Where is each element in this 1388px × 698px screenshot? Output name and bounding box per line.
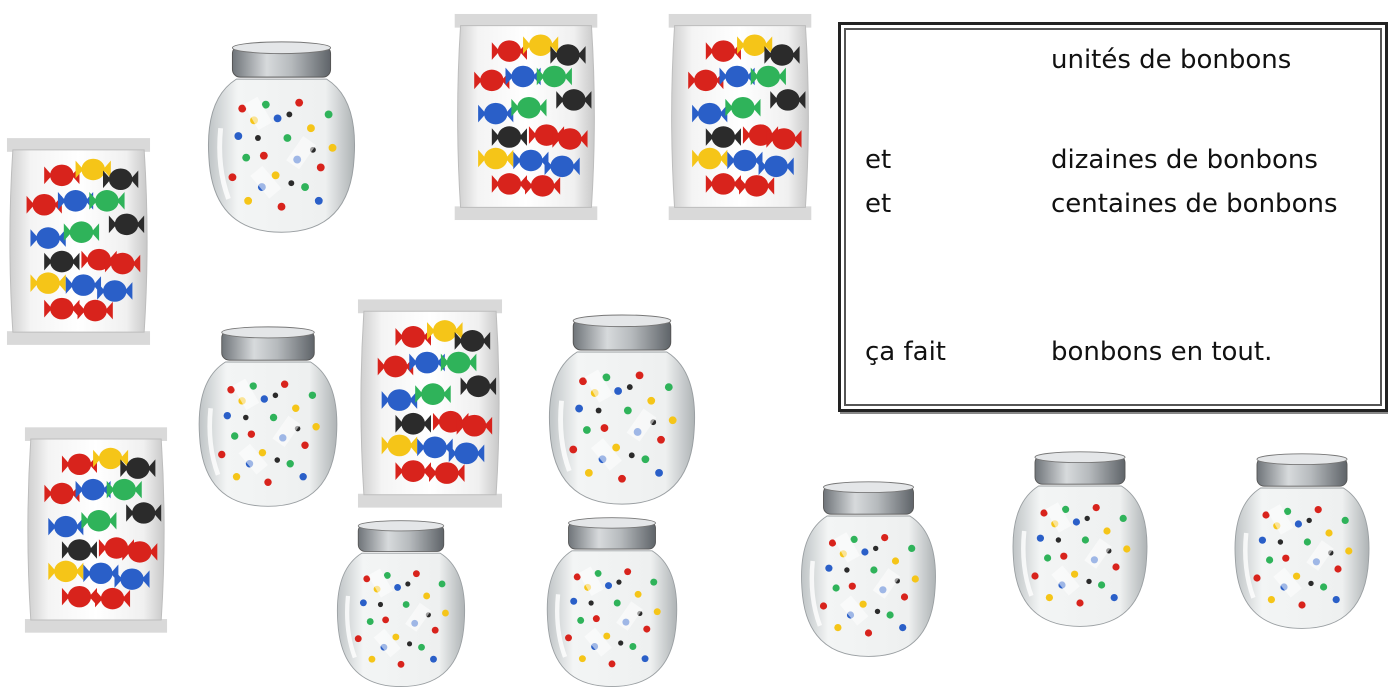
row-units-text: unités de bonbons — [1051, 45, 1292, 75]
candy-jar-icon — [790, 480, 947, 660]
candy-bag-icon — [666, 12, 814, 222]
candy-bag-icon — [23, 422, 169, 638]
candy-jar-icon — [1222, 452, 1382, 632]
candy-bag-icon — [356, 296, 504, 511]
candy-jar-icon — [322, 519, 480, 690]
candy-bag-icon — [452, 12, 600, 222]
row-hundreds-text: centaines de bonbons — [1051, 189, 1338, 219]
row-hundreds-label: et — [865, 189, 892, 219]
answer-box: unités de bonbons et dizaines de bonbons… — [838, 22, 1388, 412]
row-tens-text: dizaines de bonbons — [1051, 145, 1318, 175]
candy-bag-icon — [5, 133, 152, 350]
candy-jar-icon — [532, 516, 692, 690]
candy-jar-icon — [1000, 450, 1160, 630]
row-total-label: ça fait — [865, 337, 946, 367]
row-total-text: bonbons en tout. — [1051, 337, 1273, 367]
row-tens-label: et — [865, 145, 892, 175]
candy-jar-icon — [203, 36, 360, 240]
candy-jar-icon — [189, 325, 347, 510]
candy-jar-icon — [542, 313, 702, 508]
